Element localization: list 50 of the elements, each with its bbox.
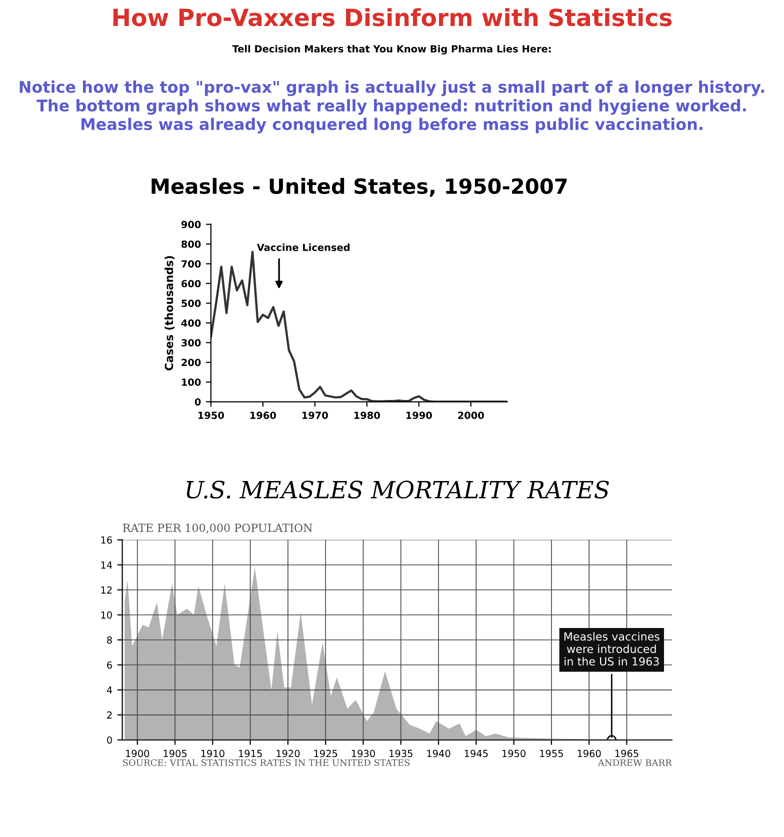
text: Notice how the top "pro-vax" graph is actually just a small part of a longer history. The bottom graph shows what really happened: nutrition and hygiene worked. Measles was already conquered long before mass public vaccination.: [20, 80, 764, 134]
x-tick-label: 1915: [238, 750, 262, 758]
x-tick-label: 1910: [201, 750, 224, 758]
y-tick-label: 2: [107, 711, 112, 719]
x-tick-label: 1900: [126, 750, 150, 758]
x-tick-label: 1955: [540, 750, 563, 758]
x-tick-label: 1965: [615, 750, 638, 758]
x-tick-label: 1990: [406, 412, 432, 420]
x-tick-label: 1935: [390, 750, 412, 758]
x-tick-label: 1920: [276, 750, 300, 758]
x-tick-label: 1950: [502, 750, 526, 758]
y-tick-label: 0: [107, 736, 112, 744]
text: Tell Decision Makers that You Know Big Pharma Lies Here:: [232, 44, 551, 54]
y-tick-label: 200: [182, 358, 201, 366]
y-tick-label: 600: [181, 280, 201, 288]
y-tick-label: 700: [182, 260, 201, 268]
y-tick-label: 800: [181, 240, 201, 248]
annotation: Vaccine Licensed: [256, 244, 350, 252]
y-tick-label: 10: [101, 611, 112, 619]
x-tick-label: 1960: [578, 750, 601, 758]
x-tick-label: 1980: [354, 412, 380, 420]
y-tick-label: 14: [101, 561, 112, 569]
y-tick-label: 400: [181, 319, 201, 327]
x-tick-label: 1950: [198, 412, 224, 420]
x-tick-label: 1930: [352, 750, 375, 758]
y-tick-label: 100: [182, 378, 201, 386]
x-tick-label: 1905: [164, 750, 187, 758]
y-axis-title: RATE PER 100,000 POPULATION: [122, 524, 312, 534]
x-tick-label: 1970: [302, 412, 328, 420]
chart-title: Measles - United States, 1950-2007: [152, 178, 567, 197]
x-tick-label: 1960: [250, 412, 276, 420]
y-tick-label: 6: [107, 661, 112, 669]
x-tick-label: 1940: [427, 750, 450, 758]
x-tick-label: 1925: [314, 750, 338, 758]
source-note: SOURCE: VITAL STATISTICS RATES IN THE UNITED STATES: [123, 759, 410, 766]
x-tick-label: 2000: [458, 412, 484, 420]
y-tick-label: 500: [182, 300, 201, 308]
text: ANDREW BARR: [598, 759, 672, 766]
y-axis-title: Cases (thousands): [164, 256, 174, 370]
y-tick-label: 16: [101, 536, 112, 544]
chart-title: U.S. MEASLES MORTALITY RATES: [186, 480, 609, 499]
y-tick-label: 0: [194, 398, 201, 406]
y-tick-label: 8: [107, 636, 112, 644]
y-tick-label: 300: [182, 339, 201, 346]
text: How Pro-Vaxxers Disinform with Statistics: [113, 8, 672, 26]
y-tick-label: 900: [181, 220, 201, 228]
y-tick-label: 4: [106, 686, 112, 694]
y-tick-label: 12: [101, 586, 112, 594]
x-tick-label: 1945: [464, 750, 488, 758]
annotation: Measles vaccines were introduced in the US in 1963: [564, 632, 660, 666]
